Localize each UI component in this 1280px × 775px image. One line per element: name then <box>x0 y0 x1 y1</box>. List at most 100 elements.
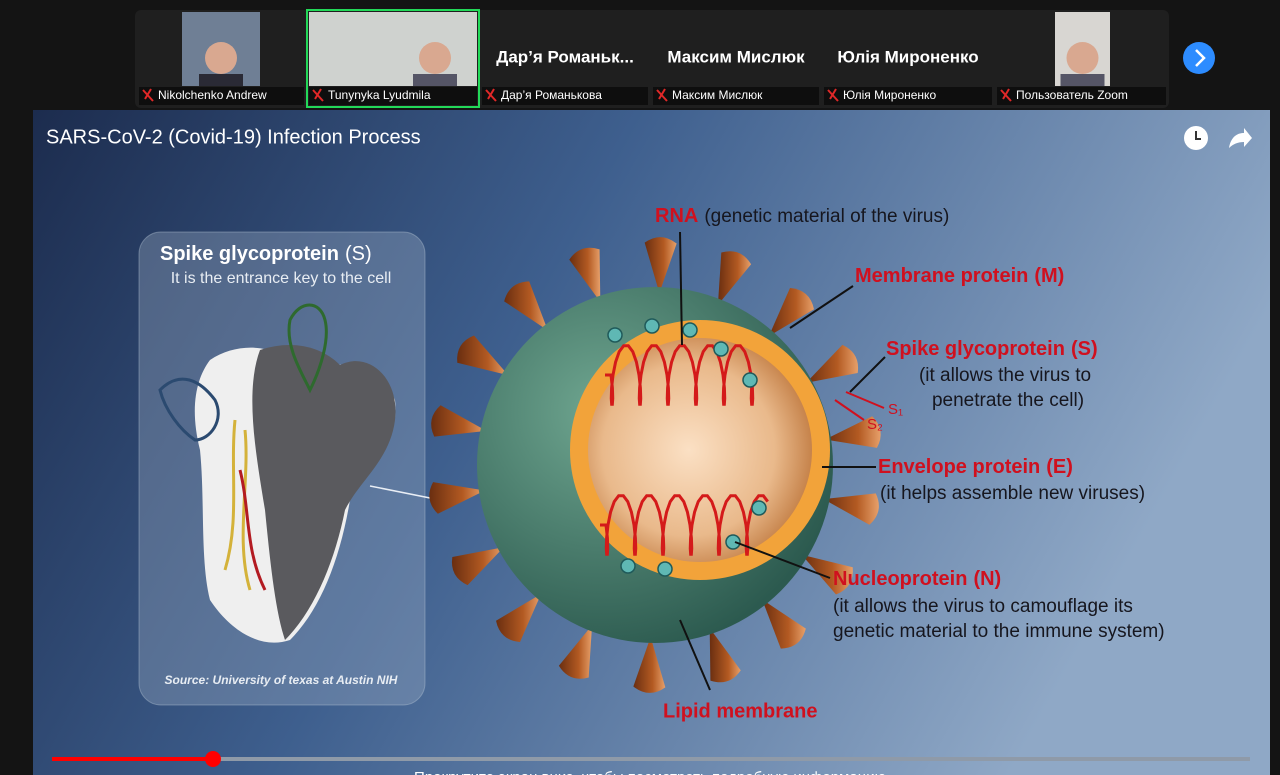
panel-source: Source: University of texas at Austin NI… <box>165 673 398 687</box>
spike-label: Spike glycoprotein (S) <box>886 338 1098 360</box>
name-label-bg <box>309 87 477 105</box>
name-label-bg <box>482 87 648 105</box>
participant-display-name: Максим Мислюк <box>667 47 805 66</box>
envelope-desc: (it helps assemble new viruses) <box>880 483 1145 504</box>
name-label-bg <box>997 87 1166 105</box>
membrane-label: Membrane protein (M) <box>855 265 1064 287</box>
name-label-bg <box>653 87 819 105</box>
participant-face <box>419 42 451 74</box>
nucleoprotein <box>682 322 698 338</box>
spike-desc: penetrate the cell) <box>932 390 1084 411</box>
spike-desc: (it allows the virus to <box>919 365 1091 386</box>
spikes <box>429 237 881 693</box>
spike <box>496 593 542 642</box>
participant-video <box>309 12 477 86</box>
muted-mic-icon <box>312 88 324 102</box>
nucleoprotein <box>742 372 758 388</box>
participant-tile[interactable]: Дар’я Романьк... Дар’я Романькова <box>482 47 648 105</box>
subunit-lines <box>834 391 885 421</box>
progress-played <box>52 757 213 761</box>
spike <box>457 335 509 376</box>
participant-tile[interactable]: Юлія Мироненко Юлія Мироненко <box>824 47 992 105</box>
nucleo-code: (N) <box>973 568 1001 590</box>
virus-model <box>429 237 881 693</box>
spike <box>429 482 485 514</box>
next-page-button[interactable] <box>1183 42 1215 74</box>
participant-name: Nikolchenko Andrew <box>158 88 267 102</box>
clock-hands <box>1195 131 1201 140</box>
subunit-s1: S₁ <box>888 401 903 418</box>
participant-body <box>413 74 457 86</box>
muted-mic-icon <box>656 88 668 102</box>
panel-subtitle: It is the entrance key to the cell <box>171 270 392 287</box>
nucleoprotein <box>725 534 741 550</box>
participant-tile[interactable]: Максим Мислюк Максим Мислюк <box>653 47 819 105</box>
spike <box>825 416 881 448</box>
envelope-name: Envelope protein <box>878 456 1040 478</box>
nucleoprotein <box>751 500 767 516</box>
participant-display-name: Юлія Мироненко <box>837 47 978 66</box>
participant-name: Максим Мислюк <box>672 88 763 102</box>
panel-heading: Spike glycoprotein (S) <box>160 243 372 265</box>
video-title: SARS-CoV-2 (Covid-19) Infection Process <box>46 126 421 148</box>
rna-strand <box>600 494 769 556</box>
nucleo-label: Nucleoprotein (N) <box>833 568 1001 590</box>
nucleoproteins <box>607 318 767 577</box>
participant-tile[interactable]: Nikolchenko Andrew <box>139 12 304 105</box>
spike <box>823 493 879 525</box>
muted-mic-icon <box>142 88 154 102</box>
participant-name: Пользователь Zoom <box>1016 88 1128 102</box>
spike-name: Spike glycoprotein <box>886 338 1065 360</box>
nucleoprotein <box>644 318 660 334</box>
spike <box>768 288 814 337</box>
rna-strand <box>605 344 755 406</box>
name-label-bg <box>139 87 304 105</box>
scroll-hint: Прокрутите экран вниз, чтобы посмотреть … <box>414 769 886 775</box>
participant-body <box>199 74 243 86</box>
lipid-label: Lipid membrane <box>663 700 817 722</box>
membrane-code: (M) <box>1034 265 1064 287</box>
rna-desc: (genetic material of the virus) <box>704 206 949 227</box>
participant-name: Дар’я Романькова <box>501 88 602 102</box>
rna-name: RNA <box>655 205 698 227</box>
muted-mic-icon <box>1000 88 1012 102</box>
progress-track[interactable] <box>52 757 1250 761</box>
active-speaker-border <box>306 9 480 108</box>
muted-mic-icon <box>485 88 497 102</box>
spike <box>644 237 677 294</box>
spike <box>569 247 601 302</box>
rna-label: RNA (genetic material of the virus) <box>655 205 949 227</box>
progress-handle[interactable] <box>205 751 221 767</box>
spike <box>451 547 504 586</box>
spike-code: (S) <box>1071 338 1098 360</box>
participant-tile[interactable]: Tunynyka Lyudmila <box>306 9 480 108</box>
spike <box>709 628 741 683</box>
spike <box>762 599 806 649</box>
nucleoprotein <box>657 561 673 577</box>
spike <box>558 625 593 679</box>
spike <box>633 636 666 693</box>
nucleoprotein <box>620 558 636 574</box>
spike <box>504 281 548 331</box>
panel-heading-code: (S) <box>345 243 372 265</box>
share-button[interactable] <box>1229 128 1252 148</box>
spike <box>806 344 859 383</box>
subunit-s2: S₂ <box>867 416 883 433</box>
participant-body <box>1060 74 1105 86</box>
nucleo-name: Nucleoprotein <box>833 568 967 590</box>
nucleoprotein <box>713 341 729 357</box>
participant-face <box>1066 42 1099 74</box>
virus-core <box>588 338 812 562</box>
participant-face <box>205 42 237 74</box>
leader-lines <box>679 231 886 691</box>
participant-display-name: Дар’я Романьк... <box>496 47 634 66</box>
participant-tile[interactable]: Пользователь Zoom <box>997 12 1166 105</box>
nucleoprotein <box>607 327 623 343</box>
nucleo-desc: (it allows the virus to camouflage its <box>833 596 1133 617</box>
name-label-bg <box>824 87 992 105</box>
nucleo-desc: genetic material to the immune system) <box>833 621 1165 642</box>
protein-structure <box>158 303 396 643</box>
next-arrow <box>1195 49 1206 67</box>
